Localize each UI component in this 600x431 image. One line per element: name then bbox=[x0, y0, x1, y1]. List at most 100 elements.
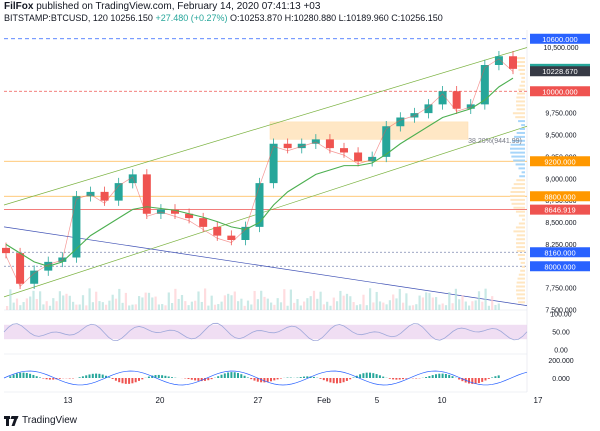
candle-body bbox=[199, 218, 208, 227]
volume-profile-bar bbox=[519, 175, 525, 178]
descending-trend-line bbox=[3, 226, 528, 306]
volume-bar bbox=[336, 301, 339, 310]
macd-histogram-bar bbox=[111, 378, 114, 380]
volume-bar bbox=[454, 288, 457, 310]
volume-bar bbox=[12, 302, 15, 310]
volume-profile-bar bbox=[516, 100, 525, 103]
macd-histogram-bar bbox=[114, 378, 117, 381]
publication-header: FilFox published on TradingView.com, Feb… bbox=[4, 0, 320, 14]
volume-bar bbox=[237, 301, 240, 310]
volume-profile-bar bbox=[513, 159, 525, 162]
volume-bar bbox=[431, 297, 434, 310]
volume-bar bbox=[171, 303, 174, 310]
macd-histogram-bar bbox=[306, 376, 309, 378]
volume-bar bbox=[369, 288, 372, 310]
volume-bar bbox=[118, 288, 121, 310]
candle-body bbox=[142, 174, 151, 214]
macd-histogram-bar bbox=[124, 378, 127, 384]
volume-bar bbox=[223, 295, 226, 310]
volume-profile-bar bbox=[514, 135, 525, 138]
time-tick-label: 13 bbox=[64, 396, 73, 405]
volume-bar bbox=[312, 290, 316, 310]
volume-bar bbox=[124, 292, 127, 310]
chart-background bbox=[0, 28, 600, 413]
volume-profile-bar bbox=[516, 297, 525, 300]
volume-bar bbox=[167, 292, 170, 310]
volume-bar bbox=[190, 301, 193, 310]
macd-histogram-bar bbox=[101, 374, 104, 378]
macd-histogram-bar bbox=[441, 373, 444, 378]
price-label-box bbox=[530, 191, 590, 202]
macd-histogram-bar bbox=[332, 378, 335, 384]
volume-bar bbox=[283, 289, 286, 310]
macd-histogram-bar bbox=[151, 375, 154, 378]
volume-bar bbox=[65, 293, 68, 310]
volume-bar bbox=[98, 301, 101, 310]
macd-histogram-bar bbox=[32, 374, 35, 378]
volume-bar bbox=[177, 298, 180, 310]
volume-profile-bar bbox=[516, 293, 525, 296]
candle-body bbox=[424, 104, 433, 114]
candle-body bbox=[227, 235, 236, 240]
price-tick-label: 8,250.000 bbox=[545, 242, 576, 249]
macd-histogram-bar bbox=[273, 378, 276, 381]
volume-bar bbox=[293, 302, 296, 310]
volume-profile-bar bbox=[517, 254, 525, 256]
macd-histogram-bar bbox=[266, 378, 269, 383]
volume-bar bbox=[260, 290, 263, 310]
volume-bar bbox=[458, 299, 461, 310]
macd-histogram-bar bbox=[48, 378, 51, 380]
macd-histogram-bar bbox=[243, 375, 246, 378]
macd-histogram-bar bbox=[312, 376, 315, 378]
volume-bar bbox=[35, 298, 38, 310]
macd-histogram-bar bbox=[98, 373, 101, 378]
volume-bar bbox=[415, 304, 418, 310]
volume-bar bbox=[388, 300, 391, 310]
macd-histogram-bar bbox=[108, 377, 111, 378]
macd-histogram-bar bbox=[42, 378, 45, 379]
symbol-bar: BITSTAMP:BTCUSD, 120 10256.150 +27.480 (… bbox=[4, 12, 443, 25]
macd-histogram-bar bbox=[260, 378, 263, 383]
volume-profile-bar bbox=[519, 257, 525, 260]
macd-histogram-bar bbox=[270, 378, 272, 382]
volume-bar bbox=[184, 301, 187, 310]
volume-profile-bar bbox=[521, 80, 525, 83]
volume-bar bbox=[418, 295, 421, 310]
candle-body bbox=[156, 209, 165, 214]
rsi-tick-label: 100.00 bbox=[550, 312, 572, 319]
price-tick-label: 8,750.000 bbox=[545, 198, 576, 205]
volume-bar bbox=[326, 301, 329, 310]
volume-bar bbox=[180, 294, 184, 310]
volume-bar bbox=[494, 304, 497, 310]
macd-histogram-bar bbox=[154, 375, 157, 378]
macd-histogram-bar bbox=[369, 372, 371, 378]
volume-profile-bar bbox=[516, 250, 525, 253]
volume-bar bbox=[256, 299, 259, 310]
volume-bar bbox=[72, 301, 75, 310]
macd-histogram-bar bbox=[339, 378, 342, 384]
price-label: 8000.000 bbox=[544, 262, 575, 271]
volume-bar bbox=[25, 298, 28, 310]
volume-bar bbox=[411, 305, 415, 310]
volume-bar bbox=[253, 290, 256, 310]
macd-histogram-bar bbox=[322, 378, 325, 381]
macd-histogram-bar bbox=[388, 378, 391, 379]
time-tick-label: 27 bbox=[254, 396, 263, 405]
macd-histogram-bar bbox=[128, 378, 131, 384]
volume-bar bbox=[319, 291, 322, 310]
price-tick-label: 9,000.000 bbox=[545, 176, 576, 183]
macd-histogram-bar bbox=[250, 378, 253, 380]
volume-profile-bar bbox=[516, 246, 525, 249]
price-tick-label: 9,500.000 bbox=[545, 133, 576, 140]
time-tick-label: Feb bbox=[317, 396, 331, 405]
volume-bar bbox=[392, 294, 395, 310]
macd-line bbox=[3, 370, 528, 386]
macd-histogram-bar bbox=[233, 372, 236, 378]
macd-histogram-bar bbox=[477, 378, 480, 384]
macd-histogram-bar bbox=[134, 378, 137, 383]
macd-histogram-bar bbox=[438, 373, 441, 378]
volume-profile-bar bbox=[518, 88, 525, 91]
macd-histogram-bar bbox=[78, 377, 81, 378]
candle-body bbox=[382, 126, 391, 157]
